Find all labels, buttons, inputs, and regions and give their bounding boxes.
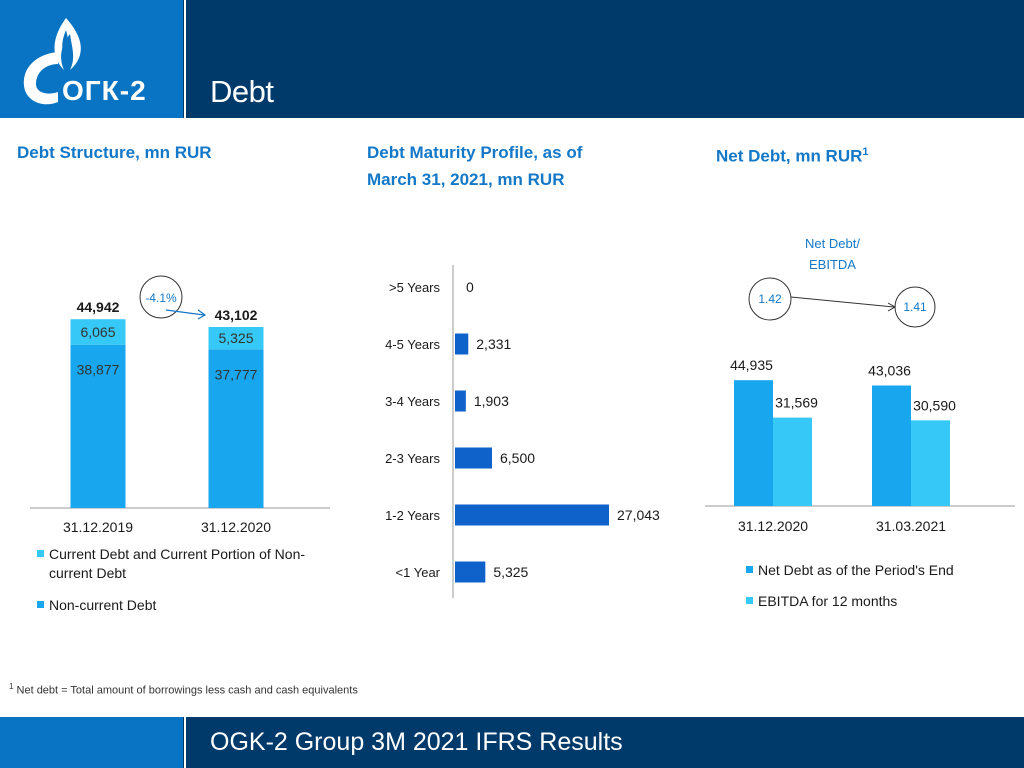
category-label-2020: 31.12.2020 (738, 518, 808, 534)
legend-net-debt-label: Net Debt as of the Period's End (758, 562, 954, 578)
bar-noncurrent-2020 (208, 349, 264, 508)
label-net-debt-2021: 43,036 (868, 362, 911, 378)
debt-maturity-chart: >5 Years 0 4-5 Years 2,331 3-4 Years 1,903 2-3… (385, 265, 660, 598)
bar-net-debt-2021 (872, 385, 911, 506)
bar-net-debt-2020 (734, 380, 773, 506)
footer-left-block (0, 717, 183, 768)
ratio-title-line2: EBITDA (809, 257, 856, 272)
maturity-value-label-row-3: 6,500 (500, 450, 535, 466)
maturity-bar-row-1 (455, 333, 469, 355)
maturity-bar-row-5 (455, 561, 486, 583)
ratio-arrow-icon (790, 296, 895, 308)
legend-ebitda: EBITDA for 12 months (746, 592, 897, 611)
bar-ebitda-2021 (911, 420, 950, 506)
total-label-2020: 43,102 (215, 307, 258, 323)
maturity-rows: >5 Years 0 4-5 Years 2,331 3-4 Years 1,903 2-3… (385, 279, 660, 583)
header-bar: ОГК-2 Debt (0, 0, 1024, 118)
debt-structure-chart: 38,877 6,065 37,777 5,325 44,942 43,102 … (30, 275, 330, 535)
ratio-arrowhead-icon (887, 302, 897, 312)
maturity-bar-row-4 (455, 504, 609, 526)
legend-swatch-ebitda (746, 597, 753, 604)
maturity-title-line1: Debt Maturity Profile, as of (367, 143, 583, 162)
logo-text: ОГК-2 (62, 75, 147, 106)
maturity-bar-row-2 (455, 390, 466, 412)
maturity-category-label-row-5: <1 Year (396, 565, 441, 580)
maturity-title-line2: March 31, 2021, mn RUR (367, 170, 565, 189)
maturity-value-label-row-0: 0 (466, 279, 474, 295)
change-arrow-icon (165, 309, 205, 316)
header-divider (184, 0, 186, 118)
label-ebitda-2020: 31,569 (775, 395, 818, 411)
category-label-2020: 31.12.2020 (201, 519, 271, 535)
ratio-title-line1: Net Debt/ (805, 236, 860, 251)
footnote: 1 Net debt = Total amount of borrowings … (9, 682, 358, 697)
maturity-value-label-row-5: 5,325 (493, 564, 528, 580)
footnote-marker: 1 (9, 682, 14, 691)
label-noncurrent-2019: 38,877 (77, 362, 120, 378)
legend-current-line2: current Debt (49, 565, 127, 581)
category-label-2019: 31.12.2019 (63, 519, 133, 535)
legend-swatch-net-debt (746, 566, 753, 573)
ratio-label-2021: 1.41 (903, 300, 927, 314)
total-label-2019: 44,942 (77, 299, 120, 315)
maturity-category-label-row-0: >5 Years (389, 280, 440, 295)
legend-noncurrent-label: Non-current Debt (49, 597, 157, 613)
company-logo: ОГК-2 (0, 0, 183, 118)
change-label: -4.1% (145, 291, 177, 305)
legend-ebitda-label: EBITDA for 12 months (758, 593, 898, 609)
legend-swatch-noncurrent (37, 601, 44, 608)
footer-divider (184, 717, 186, 768)
ratio-label-2020: 1.42 (758, 292, 782, 306)
legend-current-debt: Current Debt and Current Portion of Non-… (37, 545, 305, 583)
maturity-title: Debt Maturity Profile, as of March 31, 2… (367, 139, 582, 193)
change-circle (139, 275, 183, 319)
bar-current-2019 (70, 319, 126, 345)
bar-ebitda-2020 (773, 417, 812, 506)
change-arrowhead-icon (197, 309, 207, 320)
net-debt-title-text: Net Debt, mn RUR (716, 146, 863, 166)
maturity-category-label-row-1: 4-5 Years (385, 337, 440, 352)
net-debt-title: Net Debt, mn RUR1 (716, 139, 869, 170)
debt-structure-title: Debt Structure, mn RUR (17, 143, 212, 162)
footer-title: OGK-2 Group 3M 2021 IFRS Results (210, 728, 623, 756)
gas-flame-logo-icon (23, 18, 81, 105)
maturity-category-label-row-4: 1-2 Years (385, 508, 440, 523)
net-debt-chart: 1.42 1.41 44,935 31,569 43,036 30,590 31… (705, 277, 1015, 534)
maturity-value-label-row-4: 27,043 (617, 507, 660, 523)
footer-bar: OGK-2 Group 3M 2021 IFRS Results (0, 717, 1024, 768)
legend-noncurrent-debt: Non-current Debt (37, 596, 156, 615)
label-noncurrent-2020: 37,777 (215, 366, 258, 382)
label-ebitda-2021: 30,590 (913, 397, 956, 413)
label-current-2019: 6,065 (80, 324, 115, 340)
bar-noncurrent-2019 (70, 344, 126, 508)
maturity-category-label-row-2: 3-4 Years (385, 394, 440, 409)
legend-current-line1: Current Debt and Current Portion of Non- (49, 546, 306, 562)
category-label-2021: 31.03.2021 (876, 518, 946, 534)
net-debt-title-footnote: 1 (862, 146, 869, 158)
footnote-text: Net debt = Total amount of borrowings le… (16, 684, 358, 697)
legend-net-debt: Net Debt as of the Period's End (746, 561, 954, 580)
maturity-value-label-row-1: 2,331 (476, 336, 511, 352)
maturity-category-label-row-3: 2-3 Years (385, 451, 440, 466)
bar-current-2020 (208, 326, 264, 350)
label-current-2020: 5,325 (218, 330, 253, 346)
page-title: Debt (210, 74, 274, 109)
ratio-circle-2020 (748, 277, 792, 321)
label-net-debt-2020: 44,935 (730, 357, 773, 373)
maturity-value-label-row-2: 1,903 (474, 393, 509, 409)
maturity-bar-row-3 (455, 447, 493, 469)
ratio-title: Net Debt/ EBITDA (780, 233, 885, 275)
legend-swatch-current (37, 550, 44, 557)
